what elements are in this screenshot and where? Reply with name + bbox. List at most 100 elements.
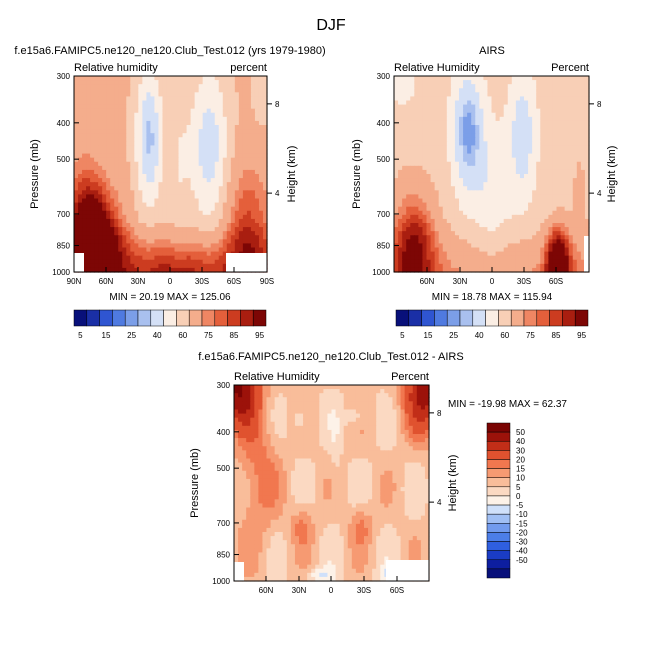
field-cell (158, 223, 164, 228)
field-cell (434, 120, 440, 126)
field-cell (94, 235, 99, 240)
field-cell (454, 206, 460, 212)
field-cell (402, 100, 407, 106)
field-cell (402, 92, 407, 98)
field-cell (254, 112, 260, 118)
field-cell (238, 76, 244, 81)
field-cell (82, 235, 87, 240)
y-tick-label: 500 (377, 155, 391, 164)
field-cell (118, 92, 123, 98)
panel-obs-y2ticks: 84 (589, 100, 602, 198)
field-cell (190, 251, 196, 257)
field-cell (86, 190, 91, 196)
field-cell (511, 149, 517, 155)
field-cell (130, 206, 135, 212)
field-cell (459, 210, 464, 216)
field-cell (576, 100, 582, 106)
field-cell (540, 88, 545, 93)
field-cell (408, 393, 414, 398)
field-cell (479, 88, 484, 93)
field-cell (230, 112, 236, 118)
field-cell (238, 125, 244, 130)
field-cell (170, 231, 176, 236)
field-cell (364, 397, 369, 402)
field-cell (568, 165, 574, 171)
field-cell (254, 153, 260, 159)
field-cell (190, 174, 196, 179)
field-cell (142, 141, 147, 147)
field-cell (206, 88, 212, 93)
field-cell (190, 161, 196, 167)
field-cell (463, 161, 468, 167)
field-cell (552, 141, 558, 147)
field-cell (580, 251, 586, 257)
field-cell (206, 80, 212, 85)
field-cell (491, 88, 497, 93)
field-cell (515, 263, 521, 269)
field-cell (576, 227, 582, 232)
field-cell (262, 76, 268, 81)
field-cell (524, 157, 529, 163)
field-cell (90, 92, 95, 98)
field-cell (446, 190, 452, 196)
field-cell (499, 227, 505, 232)
field-cell (487, 186, 493, 191)
field-cell (106, 267, 111, 273)
field-cell (214, 133, 220, 138)
field-cell (479, 202, 484, 208)
field-cell (206, 198, 212, 204)
field-cell (230, 243, 236, 249)
field-cell (238, 202, 244, 208)
field-cell (532, 157, 537, 163)
field-cell (511, 218, 517, 224)
field-cell (126, 223, 131, 228)
field-cell (74, 194, 79, 200)
field-cell (178, 76, 184, 81)
field-cell (507, 76, 513, 81)
field-cell (388, 397, 394, 402)
field-cell (250, 145, 256, 151)
field-cell (519, 214, 525, 220)
field-cell (424, 401, 430, 407)
field-cell (430, 239, 436, 245)
field-cell (126, 227, 131, 232)
field-cell (491, 145, 497, 151)
field-cell (142, 84, 147, 89)
field-cell (410, 153, 415, 159)
field-cell (82, 165, 87, 171)
field-cell (110, 239, 115, 245)
field-cell (162, 104, 168, 110)
field-cell (134, 137, 139, 142)
field-cell (528, 235, 533, 240)
field-cell (146, 161, 151, 167)
field-cell (422, 239, 428, 245)
field-cell (250, 108, 256, 114)
field-cell (178, 149, 184, 155)
field-cell (519, 145, 525, 151)
field-cell (483, 133, 489, 138)
field-cell (406, 108, 411, 114)
field-cell (398, 251, 403, 257)
field-cell (230, 157, 236, 163)
field-cell (487, 88, 493, 93)
field-cell (503, 174, 509, 179)
field-cell (515, 125, 521, 130)
field-cell (540, 161, 545, 167)
field-cell (528, 104, 533, 110)
field-cell (206, 186, 212, 191)
field-cell (110, 80, 115, 85)
field-cell (202, 202, 208, 208)
field-cell (398, 202, 403, 208)
field-cell (98, 235, 103, 240)
field-cell (126, 125, 131, 130)
field-cell (234, 247, 240, 253)
field-cell (463, 178, 468, 183)
field-cell (94, 125, 99, 130)
field-cell (406, 235, 411, 240)
field-cell (568, 125, 574, 130)
field-cell (442, 80, 448, 85)
field-cell (552, 218, 558, 224)
field-cell (422, 214, 428, 220)
field-cell (218, 243, 224, 249)
field-cell (134, 153, 139, 159)
